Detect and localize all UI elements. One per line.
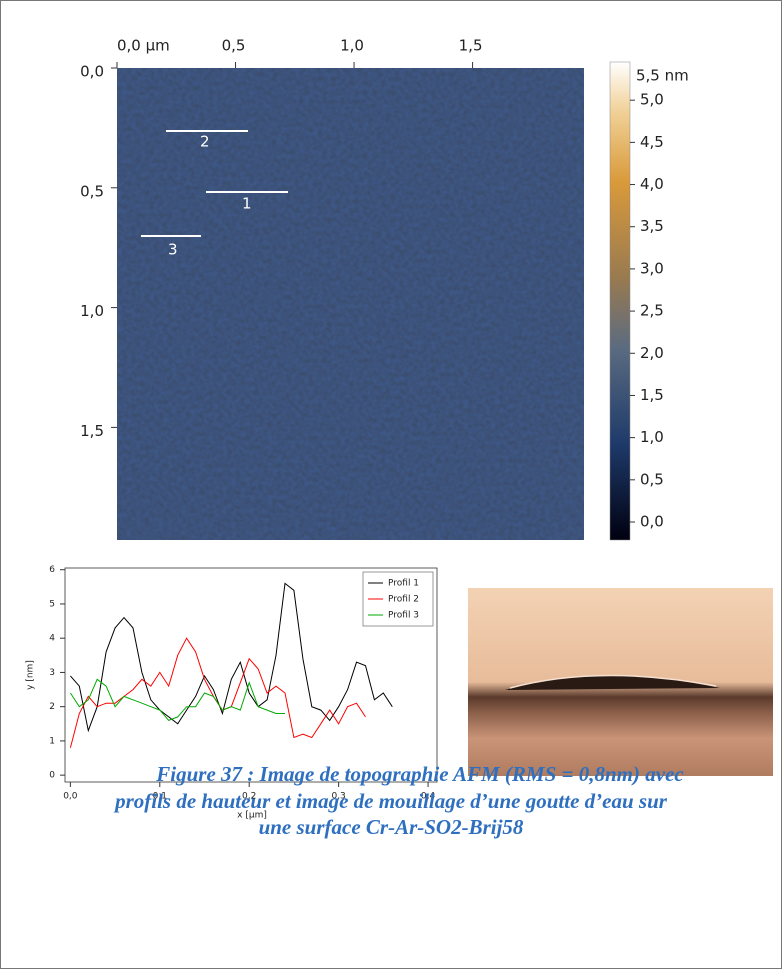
y-tick-label: 2	[49, 702, 55, 712]
x-tick-label: 0,1	[153, 792, 167, 802]
y-tick-label: 4	[49, 634, 55, 644]
profile-number: 3	[168, 241, 178, 259]
profile-line	[69, 678, 285, 721]
y-tick-label: 1,5	[80, 422, 104, 440]
y-tick-label: 0,0	[80, 63, 104, 81]
caption: Figure 37 : Image de topographie AFM (RM…	[113, 762, 684, 839]
legend-label: Profil 1	[388, 579, 419, 589]
y-tick-label: 5	[49, 599, 55, 609]
drop-highlight	[509, 674, 717, 689]
profile-chart: x [µm] y [nm] 0,0 0,1 0,2 0,3 0,4 0 1 2 3 4 5 6 Prof…	[26, 565, 438, 821]
afm-figure: 1 2 3 5,5 nm 0,0 µm 0,5 1,0 1,5 0,0 0,5 1,0 1,5…	[80, 37, 689, 541]
colorbar-max-label: 5,5 nm	[636, 67, 689, 85]
wetting-photo	[468, 588, 773, 776]
caption-line: une surface Cr-Ar-SO2-Brij58	[259, 815, 524, 839]
x-tick-label: 0,3	[331, 792, 345, 802]
colorbar-tick-label: 5,0	[640, 91, 664, 109]
y-axis-label: y [nm]	[26, 660, 36, 690]
x-tick-label: 1,5	[459, 37, 483, 55]
profile-number: 2	[200, 133, 210, 151]
legend-label: Profil 2	[388, 595, 419, 605]
colorbar-tick-label: 4,0	[640, 175, 664, 193]
x-tick-label: 0,0 µm	[117, 37, 170, 55]
x-tick-label: 0,4	[421, 792, 436, 802]
colorbar-tick-label: 1,5	[640, 386, 664, 404]
x-tick-label: 0,0	[63, 792, 78, 802]
colorbar	[609, 61, 631, 541]
colorbar-tick-label: 4,5	[640, 133, 664, 151]
colorbar-tick-label: 0,5	[640, 470, 664, 488]
x-tick-label: 1,0	[340, 37, 364, 55]
x-axis-label: x [µm]	[237, 811, 267, 821]
profile-line	[70, 582, 393, 733]
caption-line: profils de hauteur et image de mouillage…	[113, 789, 668, 813]
x-tick-label: 0,5	[222, 37, 246, 55]
y-tick-label: 0,5	[80, 182, 104, 200]
colorbar-tick-label: 3,5	[640, 217, 664, 235]
y-tick-label: 6	[49, 565, 55, 575]
y-tick-label: 0	[49, 771, 55, 781]
colorbar-tick-label: 2,5	[640, 302, 664, 320]
afm-image	[117, 68, 584, 540]
colorbar-tick-label: 2,0	[640, 344, 664, 362]
x-tick-label: 0,2	[242, 792, 256, 802]
y-tick-label: 3	[49, 668, 55, 678]
profile-number: 1	[242, 195, 252, 213]
colorbar-tick-label: 1,0	[640, 428, 664, 446]
colorbar-tick-label: 0,0	[640, 513, 664, 531]
caption-line: Figure 37 : Image de topographie AFM (RM…	[155, 762, 684, 786]
y-tick-label: 1	[49, 736, 55, 746]
y-tick-label: 1,0	[80, 302, 104, 320]
legend-label: Profil 3	[388, 611, 419, 621]
colorbar-tick-label: 3,0	[640, 259, 664, 277]
